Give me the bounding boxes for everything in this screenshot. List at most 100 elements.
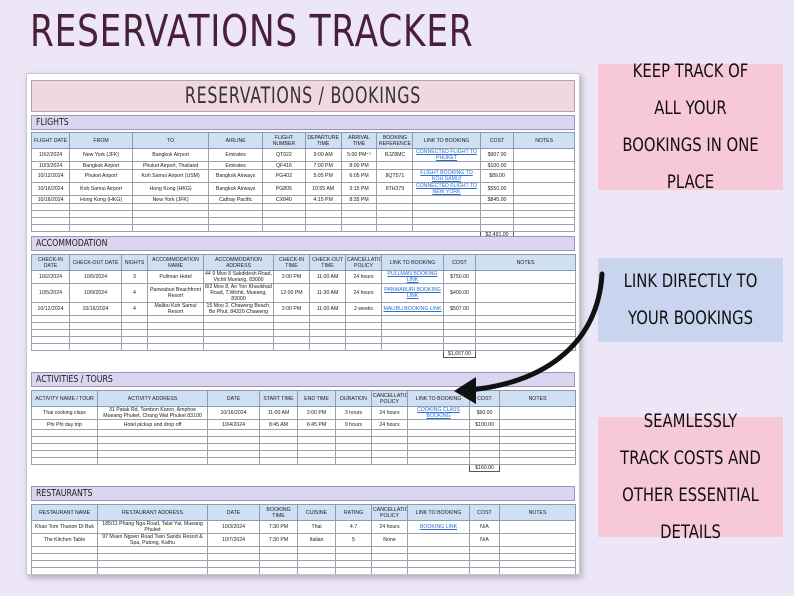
empty-cell[interactable] <box>31 322 70 330</box>
empty-cell[interactable] <box>69 210 133 218</box>
empty-cell[interactable] <box>259 457 298 465</box>
empty-cell[interactable] <box>131 217 210 225</box>
empty-cell[interactable] <box>97 457 208 465</box>
empty-cell[interactable] <box>407 546 470 554</box>
empty-cell[interactable] <box>469 457 500 465</box>
empty-cell[interactable] <box>207 567 260 574</box>
empty-cell[interactable] <box>97 443 208 451</box>
empty-cell[interactable] <box>69 322 122 330</box>
empty-cell[interactable] <box>297 436 336 444</box>
empty-cell[interactable] <box>147 336 204 344</box>
empty-cell[interactable] <box>297 429 336 437</box>
empty-cell[interactable] <box>335 553 372 561</box>
empty-cell[interactable] <box>412 203 481 211</box>
empty-cell[interactable] <box>371 560 408 568</box>
empty-cell[interactable] <box>31 436 98 444</box>
empty-cell[interactable] <box>147 329 204 337</box>
empty-cell[interactable] <box>97 567 208 574</box>
empty-cell[interactable] <box>273 329 310 337</box>
empty-cell[interactable] <box>345 322 382 330</box>
empty-cell[interactable] <box>304 210 342 218</box>
empty-cell[interactable] <box>131 224 210 232</box>
empty-cell[interactable] <box>513 203 575 211</box>
empty-cell[interactable] <box>30 224 71 232</box>
empty-cell[interactable] <box>262 210 306 218</box>
empty-cell[interactable] <box>121 343 148 351</box>
empty-cell[interactable] <box>259 553 298 561</box>
empty-cell[interactable] <box>340 210 378 218</box>
empty-cell[interactable] <box>469 567 500 574</box>
empty-cell[interactable] <box>376 224 414 232</box>
empty-cell[interactable] <box>259 450 298 458</box>
empty-cell[interactable] <box>30 217 71 225</box>
empty-cell[interactable] <box>469 443 500 451</box>
empty-cell[interactable] <box>513 217 575 225</box>
empty-cell[interactable] <box>30 203 71 211</box>
empty-cell[interactable] <box>69 217 133 225</box>
empty-cell[interactable] <box>469 560 500 568</box>
empty-cell[interactable] <box>203 329 274 337</box>
empty-cell[interactable] <box>335 560 372 568</box>
empty-cell[interactable] <box>203 343 274 351</box>
booking-link[interactable]: BOOKING LINK <box>407 520 470 534</box>
empty-cell[interactable] <box>340 217 378 225</box>
empty-cell[interactable] <box>31 567 98 574</box>
empty-cell[interactable] <box>97 450 208 458</box>
booking-link[interactable]: MALIBU BOOKING LINK <box>381 302 444 316</box>
empty-cell[interactable] <box>309 343 346 351</box>
empty-cell[interactable] <box>273 336 310 344</box>
empty-cell[interactable] <box>371 443 408 451</box>
booking-link[interactable]: CONNECTED FLIGHT TO PHUKET <box>412 148 481 162</box>
empty-cell[interactable] <box>345 336 382 344</box>
booking-link[interactable]: PULLMAN BOOKING LINK <box>381 270 444 284</box>
empty-cell[interactable] <box>407 553 470 561</box>
empty-cell[interactable] <box>479 217 515 225</box>
empty-cell[interactable] <box>297 546 336 554</box>
empty-cell[interactable] <box>69 315 122 323</box>
empty-cell[interactable] <box>207 546 260 554</box>
empty-cell[interactable] <box>203 336 274 344</box>
empty-cell[interactable] <box>208 210 264 218</box>
empty-cell[interactable] <box>97 546 208 554</box>
empty-cell[interactable] <box>499 560 576 568</box>
empty-cell[interactable] <box>97 560 208 568</box>
empty-cell[interactable] <box>499 443 576 451</box>
empty-cell[interactable] <box>147 343 204 351</box>
empty-cell[interactable] <box>69 224 133 232</box>
empty-cell[interactable] <box>499 450 576 458</box>
empty-cell[interactable] <box>335 443 372 451</box>
empty-cell[interactable] <box>335 450 372 458</box>
empty-cell[interactable] <box>31 343 70 351</box>
empty-cell[interactable] <box>469 546 500 554</box>
empty-cell[interactable] <box>273 322 310 330</box>
empty-cell[interactable] <box>381 315 444 323</box>
empty-cell[interactable] <box>407 560 470 568</box>
empty-cell[interactable] <box>335 546 372 554</box>
empty-cell[interactable] <box>259 429 298 437</box>
empty-cell[interactable] <box>376 203 414 211</box>
empty-cell[interactable] <box>469 429 500 437</box>
empty-cell[interactable] <box>121 336 148 344</box>
empty-cell[interactable] <box>208 203 264 211</box>
empty-cell[interactable] <box>371 450 408 458</box>
empty-cell[interactable] <box>121 329 148 337</box>
empty-cell[interactable] <box>345 329 382 337</box>
empty-cell[interactable] <box>121 315 148 323</box>
empty-cell[interactable] <box>69 343 122 351</box>
empty-cell[interactable] <box>259 443 298 451</box>
empty-cell[interactable] <box>499 436 576 444</box>
empty-cell[interactable] <box>262 224 306 232</box>
empty-cell[interactable] <box>31 560 98 568</box>
empty-cell[interactable] <box>273 315 310 323</box>
booking-link[interactable]: PANWABURI BOOKING LINK <box>381 283 444 303</box>
booking-link[interactable]: FLIGHT BOOKING TO KOH SAMUI <box>412 169 481 183</box>
empty-cell[interactable] <box>207 436 260 444</box>
empty-cell[interactable] <box>208 217 264 225</box>
empty-cell[interactable] <box>208 224 264 232</box>
empty-cell[interactable] <box>69 336 122 344</box>
empty-cell[interactable] <box>407 436 470 444</box>
empty-cell[interactable] <box>499 567 576 574</box>
empty-cell[interactable] <box>371 457 408 465</box>
empty-cell[interactable] <box>407 457 470 465</box>
empty-cell[interactable] <box>513 210 575 218</box>
